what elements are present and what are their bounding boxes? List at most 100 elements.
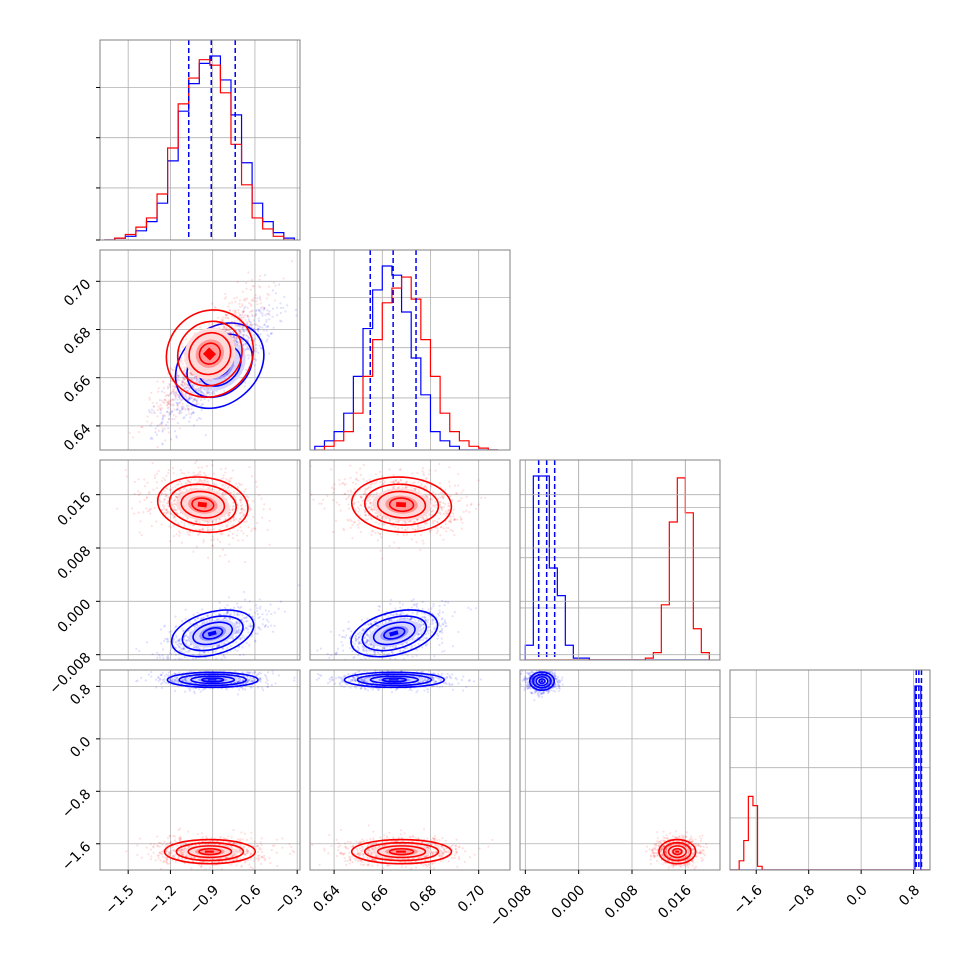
x-tick-label-p2-3: 0.016	[655, 882, 695, 922]
contour-2	[190, 675, 236, 685]
contour-3	[381, 677, 408, 683]
panel-2-1	[309, 459, 511, 661]
contour-3	[201, 677, 225, 683]
contour-0	[350, 476, 453, 534]
y-tick-label-p1-0: 0.64	[61, 421, 94, 454]
axes-frame	[309, 459, 511, 661]
x-tick-label-p1-0: 0.64	[310, 882, 343, 915]
x-tick-label-p0-4: −0.3	[271, 882, 306, 917]
axes-frame	[519, 669, 721, 871]
hist-blue-p0	[104, 55, 295, 240]
panel-2-2	[519, 459, 721, 661]
y-tick-label-p2-3: 0.016	[55, 490, 95, 530]
x-tick-label-p3-0: −1.6	[730, 882, 765, 917]
axes-frame	[99, 669, 301, 871]
contour-0	[343, 671, 446, 689]
y-tick-label-p1-1: 0.66	[61, 373, 94, 406]
contour-1	[176, 320, 243, 387]
x-tick-label-p2-0: −0.008	[487, 882, 535, 930]
hist-panel-p2	[519, 459, 721, 661]
contour-1	[356, 673, 433, 687]
contour-0	[350, 838, 453, 865]
contour-3	[383, 626, 406, 640]
x-tick-label-p1-3: 0.70	[455, 882, 488, 915]
contour-2	[369, 675, 419, 685]
panel-3-2	[519, 669, 721, 871]
scatter-blue	[316, 598, 478, 660]
hist-blue-p3	[730, 685, 930, 870]
contour-1	[662, 841, 692, 862]
contour-0	[165, 309, 255, 399]
axes-frame	[519, 459, 721, 661]
contour-1	[178, 673, 247, 687]
density-peak	[396, 501, 407, 508]
density-peak	[207, 630, 217, 637]
hist-red-p3	[730, 795, 930, 870]
contour-1	[532, 673, 552, 689]
density-peak	[388, 679, 399, 681]
x-tick-label-p0-1: −1.2	[145, 882, 180, 917]
x-tick-label-p2-1: 0.000	[549, 882, 589, 922]
density-peak	[540, 680, 544, 682]
panel-3-1	[309, 669, 511, 871]
scatter-red	[125, 827, 296, 870]
y-tick-label-p1-2: 0.68	[61, 325, 94, 358]
panel-3-0	[99, 669, 301, 871]
density-peak	[675, 850, 679, 853]
x-tick-label-p1-2: 0.68	[407, 882, 440, 915]
hist-blue-p1	[314, 265, 498, 450]
axes-frame	[99, 459, 301, 661]
x-tick-label-p3-1: −0.8	[783, 882, 818, 917]
x-tick-label-p3-3: 0.8	[896, 882, 923, 909]
contour-3	[198, 342, 222, 365]
contour-0	[658, 838, 697, 865]
hist-blue-p2	[524, 475, 710, 660]
contour-2	[187, 845, 233, 859]
contour-3	[388, 847, 415, 856]
hist-red-p2	[525, 477, 710, 660]
axes-frame	[309, 249, 511, 451]
x-tick-label-p3-2: 0.0	[844, 882, 871, 909]
y-tick-label-p2-1: 0.000	[55, 596, 95, 636]
scatter-blue	[520, 670, 564, 702]
contour-2	[376, 845, 427, 859]
contour-3	[202, 626, 224, 640]
scatter-red	[116, 460, 272, 564]
scatter-red	[128, 260, 294, 449]
contour-1	[175, 841, 245, 862]
panel-1-0	[99, 249, 301, 451]
contour-2	[376, 490, 427, 519]
axes-frame	[99, 39, 301, 241]
scatter-blue	[315, 670, 482, 694]
x-tick-label-p0-0: −1.5	[102, 882, 137, 917]
y-tick-label-p3-3: 0.8	[67, 681, 94, 708]
contour-3	[538, 678, 546, 685]
contour-1	[361, 615, 428, 652]
contour-1	[363, 483, 440, 526]
axes-frame	[99, 249, 301, 451]
x-tick-label-p1-1: 0.66	[359, 882, 392, 915]
y-tick-label-p3-2: 0.0	[67, 734, 94, 761]
hist-panel-p3	[729, 669, 931, 871]
scatter-red	[311, 824, 494, 870]
y-tick-label-p3-1: −0.8	[59, 786, 94, 821]
contour-2	[372, 621, 416, 646]
y-tick-label-p1-3: 0.70	[61, 276, 94, 309]
density-peak	[202, 347, 217, 361]
density-peak	[197, 501, 208, 508]
axes-frame	[309, 669, 511, 871]
contour-2	[667, 845, 687, 859]
contour-3	[672, 847, 683, 856]
density-peak	[389, 630, 399, 637]
x-tick-label-p0-3: −0.6	[229, 882, 264, 917]
contour-0	[350, 609, 439, 658]
y-tick-label-p2-2: 0.008	[55, 543, 95, 583]
contour-0	[163, 838, 257, 865]
scatter-red	[645, 830, 708, 870]
contour-3	[191, 497, 215, 513]
hist-red-p1	[314, 276, 498, 450]
panel-2-0	[99, 459, 301, 661]
contour-1	[168, 483, 237, 526]
scatter-blue	[135, 670, 296, 696]
